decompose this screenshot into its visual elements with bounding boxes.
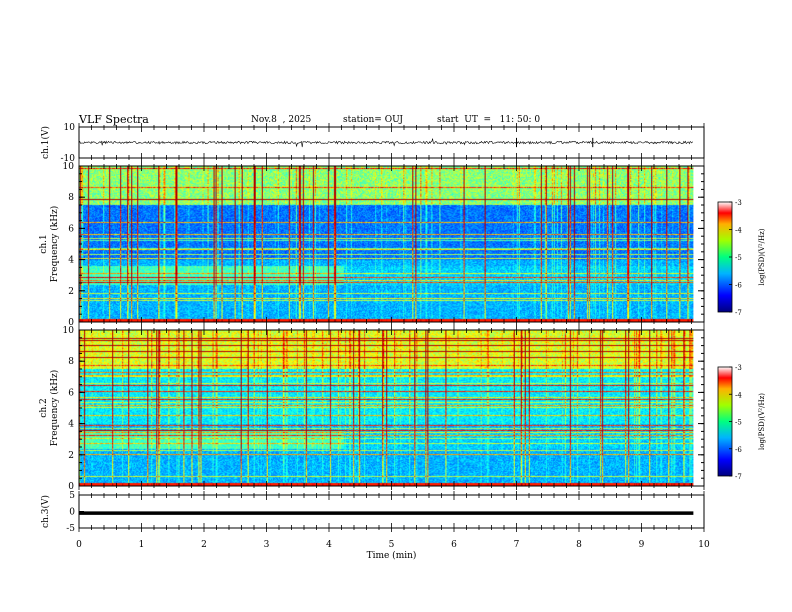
ch1-waveform-ytick-label: -10 [61, 154, 76, 164]
ch1-spectrogram-colorbar-tick-label: -3 [735, 199, 742, 207]
ch1-spectrogram-ytick-label: 8 [68, 193, 74, 203]
x-tick-label: 6 [451, 540, 457, 550]
x-tick-label: 10 [698, 540, 710, 550]
ch1-waveform-ytick-label: 10 [64, 123, 76, 133]
ch1-spectrogram-image [79, 166, 694, 322]
ch2-spectrogram-ytick-label: 4 [68, 420, 74, 430]
ch1-spectrogram-colorbar-tick-label: -5 [735, 254, 742, 262]
ch1-spectrogram-colorbar-tick-label: -6 [735, 282, 742, 290]
ch1-spectrogram-ytick-label: 0 [68, 318, 74, 328]
ch2-spectrogram-ytick-label: 2 [68, 451, 74, 461]
ch2-spectrogram-channel-label: ch.2 [39, 398, 49, 417]
ch1-spectrogram-colorbar-tick-label: -4 [735, 227, 742, 235]
ch1-spectrogram-channel-label: ch.1 [39, 234, 49, 253]
x-tick-label: 9 [639, 540, 645, 550]
ch2-spectrogram-colorbar-tick-label: -4 [735, 391, 742, 399]
start-time-label: start UT = 11: 50: 0 [437, 115, 541, 125]
ch1-spectrogram-colorbar-label: log(PSD)(V²/Hz) [758, 228, 766, 285]
ch1-spectrogram-ytick-label: 4 [68, 256, 74, 266]
x-tick-label: 1 [139, 540, 145, 550]
ch1-spectrogram-ytick-label: 6 [68, 224, 74, 234]
ch1-waveform-ylabel: ch.1(V) [40, 126, 51, 159]
ch3-waveform-ytick-label: -5 [66, 524, 75, 534]
ch2-spectrogram-ytick-label: 10 [63, 326, 75, 336]
date-label: Nov.8 , 2025 [251, 115, 312, 125]
station-label: station= OUJ [343, 115, 404, 125]
x-tick-label: 4 [326, 540, 332, 550]
figure-title: VLF Spectra [79, 113, 149, 126]
ch1-spectrogram-ytick-label: 2 [68, 287, 74, 297]
ch1-spectrogram-colorbar-tick-label: -7 [735, 309, 742, 317]
ch2-spectrogram-ytick-label: 6 [68, 388, 74, 398]
ch1-spectrogram-ytick-label: 10 [63, 162, 75, 172]
ch1-waveform-line [78, 138, 693, 148]
ch3-waveform-ylabel: ch.3(V) [40, 495, 51, 528]
ch2-spectrogram-colorbar-tick-label: -3 [735, 364, 742, 372]
ch2-spectrogram-colorbar-label: log(PSD)(V²/Hz) [758, 393, 766, 450]
ch3-waveform-ytick-label: 0 [69, 508, 75, 518]
x-tick-label: 2 [201, 540, 207, 550]
ch2-spectrogram-ylabel: Frequency (kHz) [49, 370, 60, 447]
ch2-spectrogram-colorbar-tick-label: -7 [735, 473, 742, 481]
x-tick-label: 5 [389, 540, 395, 550]
x-tick-label: 8 [576, 540, 582, 550]
x-axis-label: Time (min) [367, 550, 417, 561]
ch2-spectrogram-colorbar-tick-label: -6 [735, 446, 742, 454]
ch2-spectrogram-colorbar-tick-label: -5 [735, 419, 742, 427]
x-tick-label: 7 [514, 540, 520, 550]
x-tick-label: 0 [76, 540, 82, 550]
ch1-spectrogram-ylabel: Frequency (kHz) [49, 206, 60, 283]
ch2-spectrogram-ytick-label: 0 [68, 482, 74, 492]
ch2-spectrogram-ytick-label: 8 [68, 357, 74, 367]
ch2-spectrogram-image [79, 330, 694, 486]
x-tick-label: 3 [264, 540, 270, 550]
ch3-waveform-ytick-label: 5 [69, 491, 75, 501]
